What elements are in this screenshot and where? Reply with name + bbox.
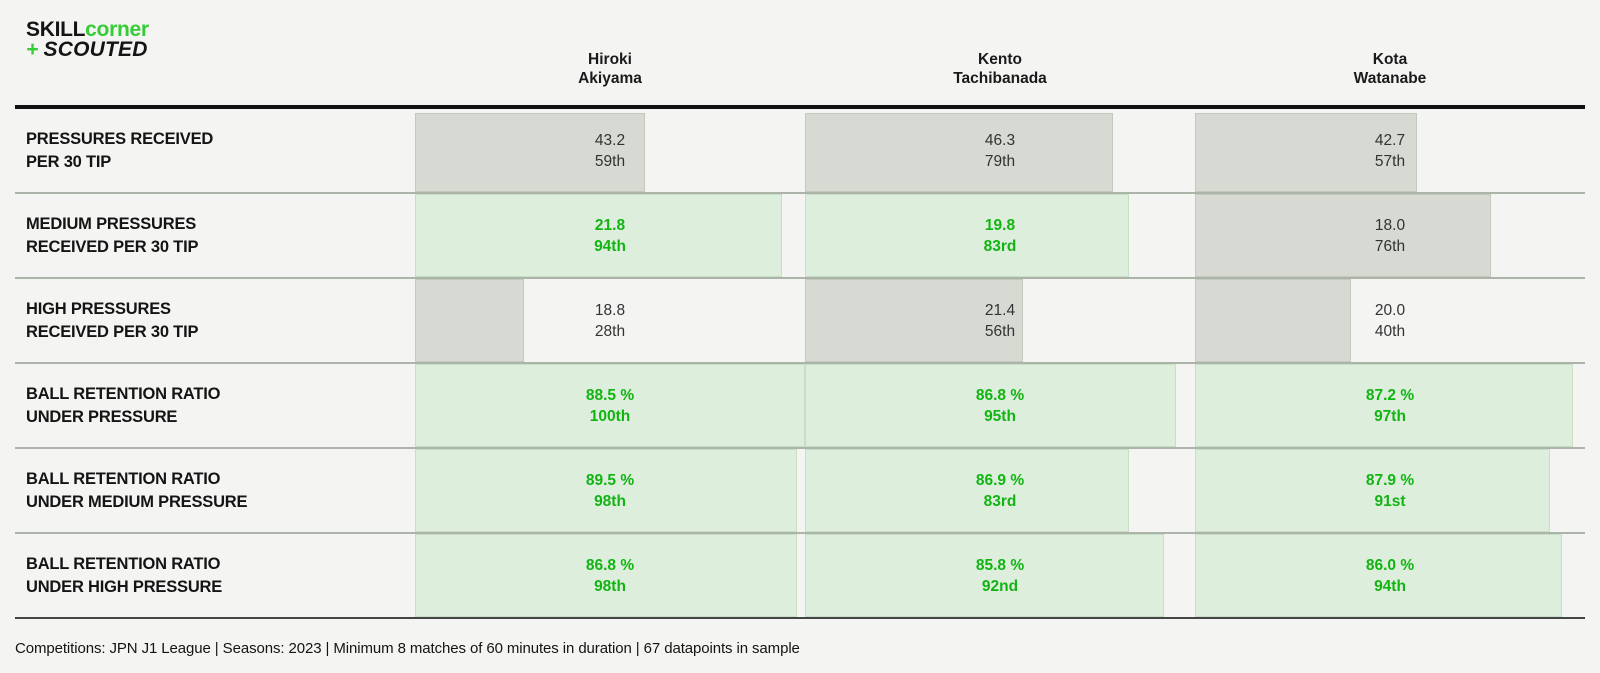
header-divider-line bbox=[15, 105, 1585, 109]
cell-value: 85.8 % 92nd bbox=[975, 556, 1025, 595]
percentile-track: 18.8 28th bbox=[415, 279, 805, 362]
percentile-bar bbox=[415, 194, 782, 277]
cell-value: 46.3 79th bbox=[984, 131, 1016, 170]
percentile-bar bbox=[415, 534, 798, 617]
player-first-name: Kento bbox=[978, 51, 1022, 68]
percentile-track: 85.8 % 92nd bbox=[805, 534, 1195, 617]
logo-line-2: + SCOUTED bbox=[26, 38, 149, 61]
table-row: HIGH PRESSURES RECEIVED PER 30 TIP 18.8 … bbox=[15, 277, 1585, 362]
percentile-bar bbox=[1195, 113, 1418, 192]
percentile-bar bbox=[805, 194, 1129, 277]
metric-label: HIGH PRESSURES RECEIVED PER 30 TIP bbox=[26, 299, 199, 341]
cell-value: 20.0 40th bbox=[1374, 301, 1406, 340]
logo-line-1: SKILLcorner bbox=[26, 18, 149, 41]
table-row: MEDIUM PRESSURES RECEIVED PER 30 TIP 21.… bbox=[15, 192, 1585, 277]
cell-value: 86.8 % 98th bbox=[585, 556, 635, 595]
table-bottom-line bbox=[15, 617, 1585, 619]
table-row: BALL RETENTION RATIO UNDER PRESSURE 88.5… bbox=[15, 362, 1585, 447]
percentile-track: 20.0 40th bbox=[1195, 279, 1585, 362]
logo-corner: corner bbox=[85, 18, 149, 41]
percentile-bar bbox=[805, 364, 1176, 447]
percentile-track: 86.0 % 94th bbox=[1195, 534, 1585, 617]
percentile-track: 87.9 % 91st bbox=[1195, 449, 1585, 532]
cell-value: 87.2 % 97th bbox=[1365, 386, 1415, 425]
percentile-track: 18.0 76th bbox=[1195, 194, 1585, 277]
table-row: BALL RETENTION RATIO UNDER HIGH PRESSURE… bbox=[15, 532, 1585, 617]
cell-value: 87.9 % 91st bbox=[1365, 471, 1415, 510]
percentile-track: 43.2 59th bbox=[415, 109, 805, 192]
cell-value: 86.0 % 94th bbox=[1365, 556, 1415, 595]
percentile-track: 88.5 % 100th bbox=[415, 364, 805, 447]
metric-label: MEDIUM PRESSURES RECEIVED PER 30 TIP bbox=[26, 214, 199, 256]
sample-info-footer: Competitions: JPN J1 League | Seasons: 2… bbox=[15, 640, 800, 657]
cell-value: 43.2 59th bbox=[594, 131, 626, 170]
percentile-bar bbox=[805, 449, 1129, 532]
percentile-bar bbox=[1195, 279, 1351, 362]
percentile-bar bbox=[1195, 534, 1562, 617]
percentile-bar bbox=[415, 113, 646, 192]
metric-label: BALL RETENTION RATIO UNDER PRESSURE bbox=[26, 384, 221, 426]
metric-label: PRESSURES RECEIVED PER 30 TIP bbox=[26, 129, 214, 171]
cell-value: 86.8 % 95th bbox=[975, 386, 1025, 425]
player-last-name: Tachibanada bbox=[953, 70, 1047, 87]
logo-scouted: SCOUTED bbox=[43, 38, 148, 61]
metric-label: BALL RETENTION RATIO UNDER MEDIUM PRESSU… bbox=[26, 469, 248, 511]
percentile-bar bbox=[805, 113, 1114, 192]
cell-value: 86.9 % 83rd bbox=[975, 471, 1025, 510]
cell-value: 18.0 76th bbox=[1374, 216, 1406, 255]
cell-value: 42.7 57th bbox=[1374, 131, 1406, 170]
percentile-bar bbox=[805, 279, 1024, 362]
percentile-bar bbox=[415, 279, 525, 362]
player-last-name: Watanabe bbox=[1353, 70, 1427, 87]
table-row: PRESSURES RECEIVED PER 30 TIP 43.2 59th … bbox=[15, 109, 1585, 192]
percentile-track: 19.8 83rd bbox=[805, 194, 1195, 277]
cell-value: 88.5 % 100th bbox=[585, 386, 635, 425]
cell-value: 89.5 % 98th bbox=[585, 471, 635, 510]
percentile-track: 87.2 % 97th bbox=[1195, 364, 1585, 447]
cell-value: 21.8 94th bbox=[594, 216, 626, 255]
percentile-track: 46.3 79th bbox=[805, 109, 1195, 192]
player-header-2: Kota Watanabe bbox=[1195, 50, 1585, 88]
percentile-track: 42.7 57th bbox=[1195, 109, 1585, 192]
player-first-name: Hiroki bbox=[588, 51, 632, 68]
percentile-bar bbox=[415, 449, 798, 532]
percentile-bar bbox=[1195, 194, 1492, 277]
logo-skill: SKILL bbox=[26, 18, 86, 41]
percentile-track: 21.8 94th bbox=[415, 194, 805, 277]
player-header-1: Kento Tachibanada bbox=[805, 50, 1195, 88]
table-row: BALL RETENTION RATIO UNDER MEDIUM PRESSU… bbox=[15, 447, 1585, 532]
cell-value: 21.4 56th bbox=[984, 301, 1016, 340]
player-header-0: Hiroki Akiyama bbox=[415, 50, 805, 88]
skillcorner-scouted-logo: SKILLcorner + SCOUTED bbox=[26, 18, 149, 61]
metrics-table: PRESSURES RECEIVED PER 30 TIP 43.2 59th … bbox=[15, 109, 1585, 617]
percentile-bar bbox=[1195, 364, 1574, 447]
logo-plus-icon: + bbox=[26, 38, 38, 61]
percentile-track: 86.8 % 98th bbox=[415, 534, 805, 617]
percentile-bar bbox=[1195, 449, 1550, 532]
metric-label: BALL RETENTION RATIO UNDER HIGH PRESSURE bbox=[26, 554, 223, 596]
player-last-name: Akiyama bbox=[578, 70, 642, 87]
cell-value: 19.8 83rd bbox=[983, 216, 1017, 255]
cell-value: 18.8 28th bbox=[594, 301, 626, 340]
percentile-bar bbox=[415, 364, 805, 447]
percentile-track: 86.9 % 83rd bbox=[805, 449, 1195, 532]
percentile-track: 89.5 % 98th bbox=[415, 449, 805, 532]
percentile-track: 86.8 % 95th bbox=[805, 364, 1195, 447]
player-first-name: Kota bbox=[1372, 51, 1408, 68]
percentile-track: 21.4 56th bbox=[805, 279, 1195, 362]
percentile-bar bbox=[805, 534, 1164, 617]
